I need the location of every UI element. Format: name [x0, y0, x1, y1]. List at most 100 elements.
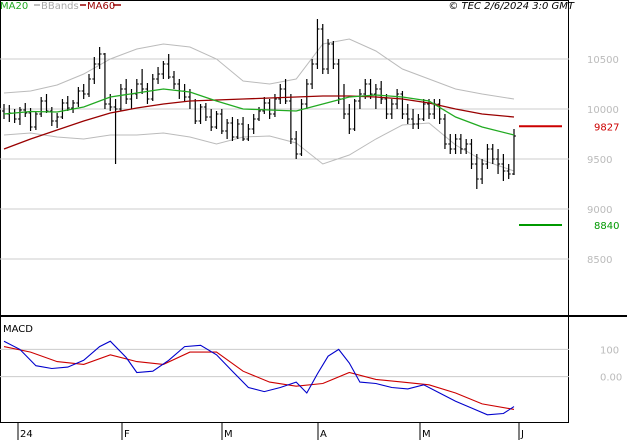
chart-border — [0, 0, 569, 423]
ohlc-bar — [352, 99, 357, 131]
ohlc-bar — [97, 47, 102, 69]
ohlc-bar — [33, 111, 38, 130]
ohlc-bar — [124, 79, 129, 104]
ohlc-bar — [39, 97, 44, 117]
bollinger-bands — [3, 38, 515, 172]
x-tick-label: M — [224, 429, 233, 440]
ohlc-bar — [278, 84, 283, 104]
ohlc-bar — [241, 117, 246, 141]
legend-ma60: MA60 — [87, 1, 115, 12]
ohlc-bar — [357, 89, 362, 109]
x-tick-label: F — [124, 429, 130, 440]
ohlc-bar — [458, 134, 463, 154]
price-tick-label: 9500 — [587, 155, 612, 166]
ohlc-bar — [246, 124, 251, 141]
ohlc-bar — [485, 144, 490, 169]
ohlc-bar — [315, 19, 320, 69]
ohlc-bar — [214, 111, 219, 129]
x-tick-label: J — [520, 429, 524, 440]
price-tick-label: 10000 — [587, 105, 619, 116]
ohlc-bar — [225, 119, 230, 139]
ohlc-bar — [411, 109, 416, 129]
ohlc-bar — [262, 97, 267, 114]
ma60-line — [3, 95, 515, 150]
ohlc-bar — [379, 81, 384, 104]
ohlc-bar — [267, 99, 272, 119]
ohlc-bar — [336, 59, 341, 104]
ohlc-bar — [400, 91, 405, 119]
ohlc-bar — [405, 104, 410, 124]
price-levels: 9827 8840 — [519, 122, 619, 232]
level-label-resistance: 9827 — [594, 122, 619, 133]
ohlc-bar — [469, 139, 474, 169]
ohlc-bar — [389, 99, 394, 119]
ohlc-bar — [251, 114, 256, 134]
ohlc-bar — [288, 94, 293, 144]
grid-lines — [0, 58, 569, 440]
ohlc-bar — [283, 79, 288, 104]
price-bars — [2, 19, 516, 189]
ohlc-bar — [490, 144, 495, 164]
x-tick-label: 24 — [20, 429, 33, 440]
ohlc-bar — [453, 134, 458, 154]
bbands-lower-line — [3, 122, 515, 172]
ohlc-bar — [342, 84, 346, 119]
ohlc-bar — [203, 103, 208, 121]
price-tick-label: 8500 — [587, 255, 612, 266]
legend-ma20: MA20 — [0, 1, 28, 12]
ohlc-bar — [219, 109, 224, 134]
ohlc-bar — [71, 100, 76, 113]
ohlc-bar — [113, 99, 118, 164]
ohlc-bar — [209, 109, 214, 131]
ohlc-bar — [235, 119, 240, 139]
ohlc-bar — [60, 99, 65, 119]
ohlc-bar — [512, 129, 516, 175]
ohlc-bar — [140, 69, 145, 94]
ohlc-bar — [55, 113, 60, 128]
ohlc-bar — [44, 94, 49, 113]
ohlc-bar — [474, 154, 479, 189]
ohlc-bar — [65, 96, 70, 111]
ohlc-bar — [177, 79, 182, 99]
price-tick-label: 9000 — [587, 205, 612, 216]
ohlc-bar — [320, 24, 325, 74]
macd-line — [3, 340, 515, 416]
ohlc-bar — [12, 109, 17, 123]
legend: MA20 BBands MA60 © TEC 2/6/2024 3:0 GMT — [0, 1, 575, 12]
ohlc-bar — [480, 159, 485, 184]
ohlc-bar — [129, 89, 134, 109]
ohlc-bar — [150, 74, 155, 101]
macd-tick-label: 100 — [600, 345, 619, 356]
ohlc-bar — [81, 84, 86, 99]
ohlc-bar — [23, 103, 28, 117]
ohlc-bar — [310, 59, 315, 89]
ohlc-bar — [230, 117, 235, 141]
ohlc-bar — [506, 164, 511, 179]
ohlc-bar — [198, 104, 203, 124]
macd-tick-label: 0.00 — [600, 373, 622, 384]
ohlc-bar — [182, 84, 187, 101]
ohlc-bar — [496, 149, 501, 174]
ohlc-bar — [501, 154, 506, 181]
ohlc-bar — [87, 74, 91, 97]
axis-labels: 8500 9000 9500 10000 10500 100 0.00 24 F M A M J — [20, 55, 622, 440]
ohlc-bar — [92, 57, 97, 84]
x-tick-label: A — [320, 429, 327, 440]
ohlc-bar — [2, 104, 6, 119]
macd-signal-line — [3, 346, 515, 410]
timestamp: © TEC 2/6/2024 3:0 GMT — [448, 1, 575, 12]
ohlc-bar — [17, 107, 22, 125]
ohlc-bar — [49, 107, 54, 126]
ohlc-bar — [427, 99, 431, 119]
ohlc-bar — [134, 79, 139, 99]
ohlc-bar — [294, 131, 299, 159]
ohlc-bar — [331, 41, 336, 69]
ohlc-bar — [448, 134, 453, 154]
level-label-support: 8840 — [594, 221, 619, 232]
ma20-line — [3, 88, 515, 136]
ohlc-bar — [437, 99, 442, 124]
ohlc-bar — [166, 54, 171, 79]
price-tick-label: 10500 — [587, 55, 619, 66]
ohlc-bar — [145, 83, 150, 104]
